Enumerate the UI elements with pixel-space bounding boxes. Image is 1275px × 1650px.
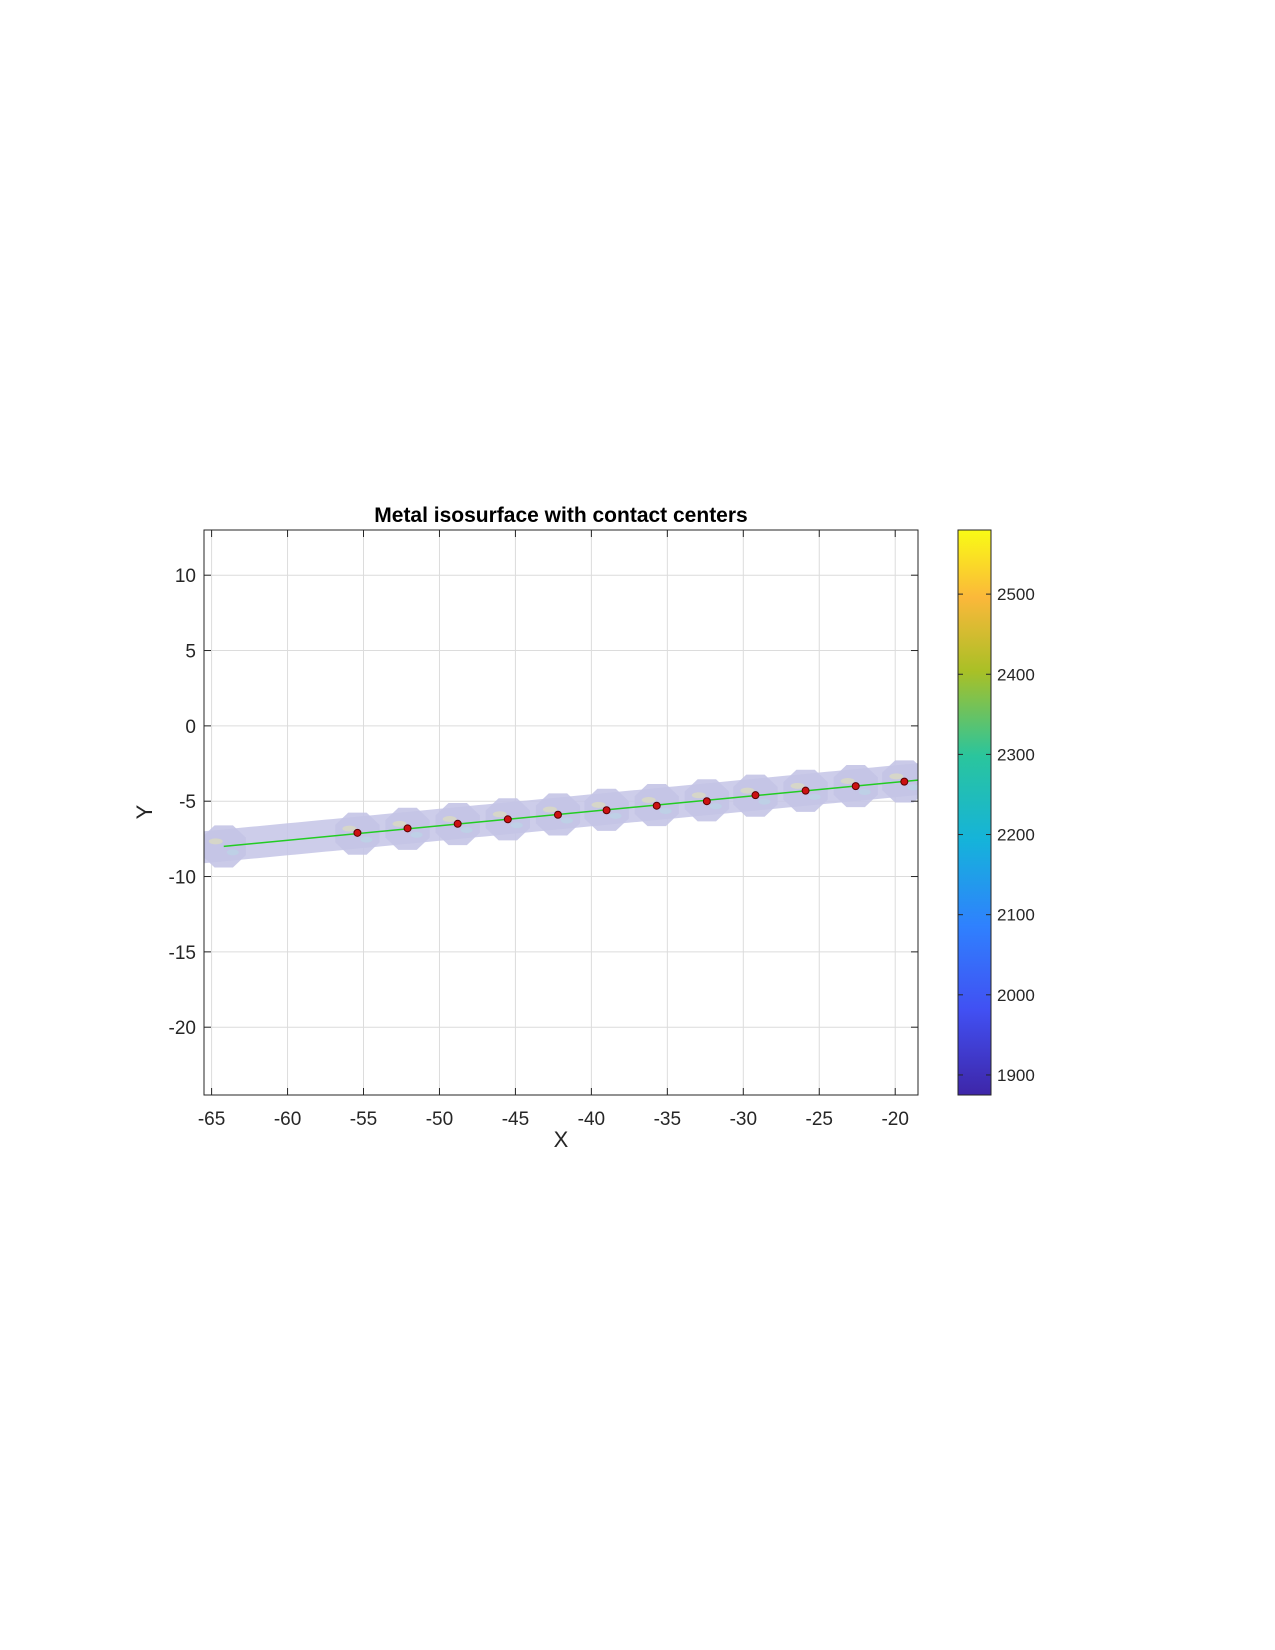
isosurface-highlight	[591, 801, 606, 808]
tick-marks	[204, 530, 918, 1095]
isosurface-highlight	[342, 825, 357, 832]
plot-frame	[203, 529, 919, 1096]
x-tick-label: -40	[578, 1109, 605, 1130]
y-tick-label: -10	[169, 868, 196, 889]
isosurface-highlight	[740, 787, 755, 794]
colorbar	[957, 529, 992, 1096]
colorbar-tick-label: 2500	[997, 585, 1035, 604]
x-tick-label: -25	[806, 1109, 833, 1130]
contact-center-point	[503, 815, 512, 824]
contact-center-point	[553, 810, 562, 819]
isosurface-highlight	[460, 827, 473, 834]
data-series	[223, 777, 918, 848]
colorbar-tick-label: 2200	[997, 826, 1035, 845]
y-tick-label: -20	[169, 1018, 196, 1039]
colorbar-tick-label: 2100	[997, 906, 1035, 925]
isosurface-highlight	[542, 806, 557, 813]
y-tick-label: 10	[175, 566, 196, 587]
colorbar-tick-label: 2400	[997, 665, 1035, 684]
isosurface-highlight	[758, 798, 771, 805]
colorbar-tick-label: 2300	[997, 745, 1035, 764]
isosurface-highlight	[510, 822, 523, 829]
x-tick-label: -30	[730, 1109, 757, 1130]
x-tick-labels: -65 -60 -55 -50 -45 -40 -35 -30 -25 -20	[198, 1109, 909, 1130]
y-tick-label: 5	[185, 642, 196, 663]
x-tick-label: -45	[502, 1109, 529, 1130]
contact-center-point	[602, 806, 611, 815]
isosurface-highlight	[360, 836, 373, 843]
isosurface-highlight	[889, 773, 904, 780]
colorbar-tick-label: 2000	[997, 986, 1035, 1005]
colorbar-ticks: 1900 2000 2100 2200 2300 2400 2500	[958, 585, 1035, 1085]
x-tick-label: -55	[350, 1109, 377, 1130]
contact-center-point	[353, 828, 362, 837]
isosurface-highlight	[691, 792, 706, 799]
y-axis-label: Y	[132, 804, 157, 819]
x-tick-label: -50	[426, 1109, 453, 1130]
contact-center-point	[801, 786, 810, 795]
isosurface-highlight	[790, 782, 805, 789]
isosurface-highlight	[808, 793, 821, 800]
isosurface-highlight	[840, 778, 855, 785]
isosurface-highlight	[907, 784, 918, 791]
colorbar-tick-label: 1900	[997, 1066, 1035, 1085]
x-tick-label: -35	[654, 1109, 681, 1130]
isosurface-highlight	[442, 816, 457, 823]
isosurface-highlight	[208, 838, 223, 845]
y-tick-label: -15	[169, 943, 196, 964]
y-tick-label: 0	[185, 717, 196, 738]
isosurface-highlight	[609, 812, 622, 819]
contact-center-point	[702, 797, 711, 806]
isosurface-highlight	[641, 797, 656, 804]
isosurface-highlight	[492, 811, 507, 818]
x-tick-label: -65	[198, 1109, 225, 1130]
isosurface-highlight	[858, 789, 871, 796]
contact-center-point	[403, 824, 412, 833]
isosurface-highlight	[709, 803, 722, 810]
isosurface-highlight	[659, 808, 672, 815]
contact-center-point	[851, 782, 860, 791]
x-tick-label: -20	[881, 1109, 908, 1130]
x-tick-label: -60	[274, 1109, 301, 1130]
chart-title: Metal isosurface with contact centers	[374, 504, 747, 527]
x-axis-label: X	[554, 1127, 569, 1152]
contact-center-point	[652, 801, 661, 810]
y-tick-labels: -20 -15 -10 -5 0 5 10	[169, 566, 196, 1039]
isosurface-highlight	[226, 849, 239, 856]
isosurface-highlight	[392, 820, 407, 827]
isosurface-highlight	[410, 831, 423, 838]
contact-center-point	[453, 819, 462, 828]
y-tick-label: -5	[179, 792, 196, 813]
contact-center-point	[751, 791, 760, 800]
isosurface-highlight	[560, 817, 573, 824]
contact-center-point	[900, 777, 909, 786]
